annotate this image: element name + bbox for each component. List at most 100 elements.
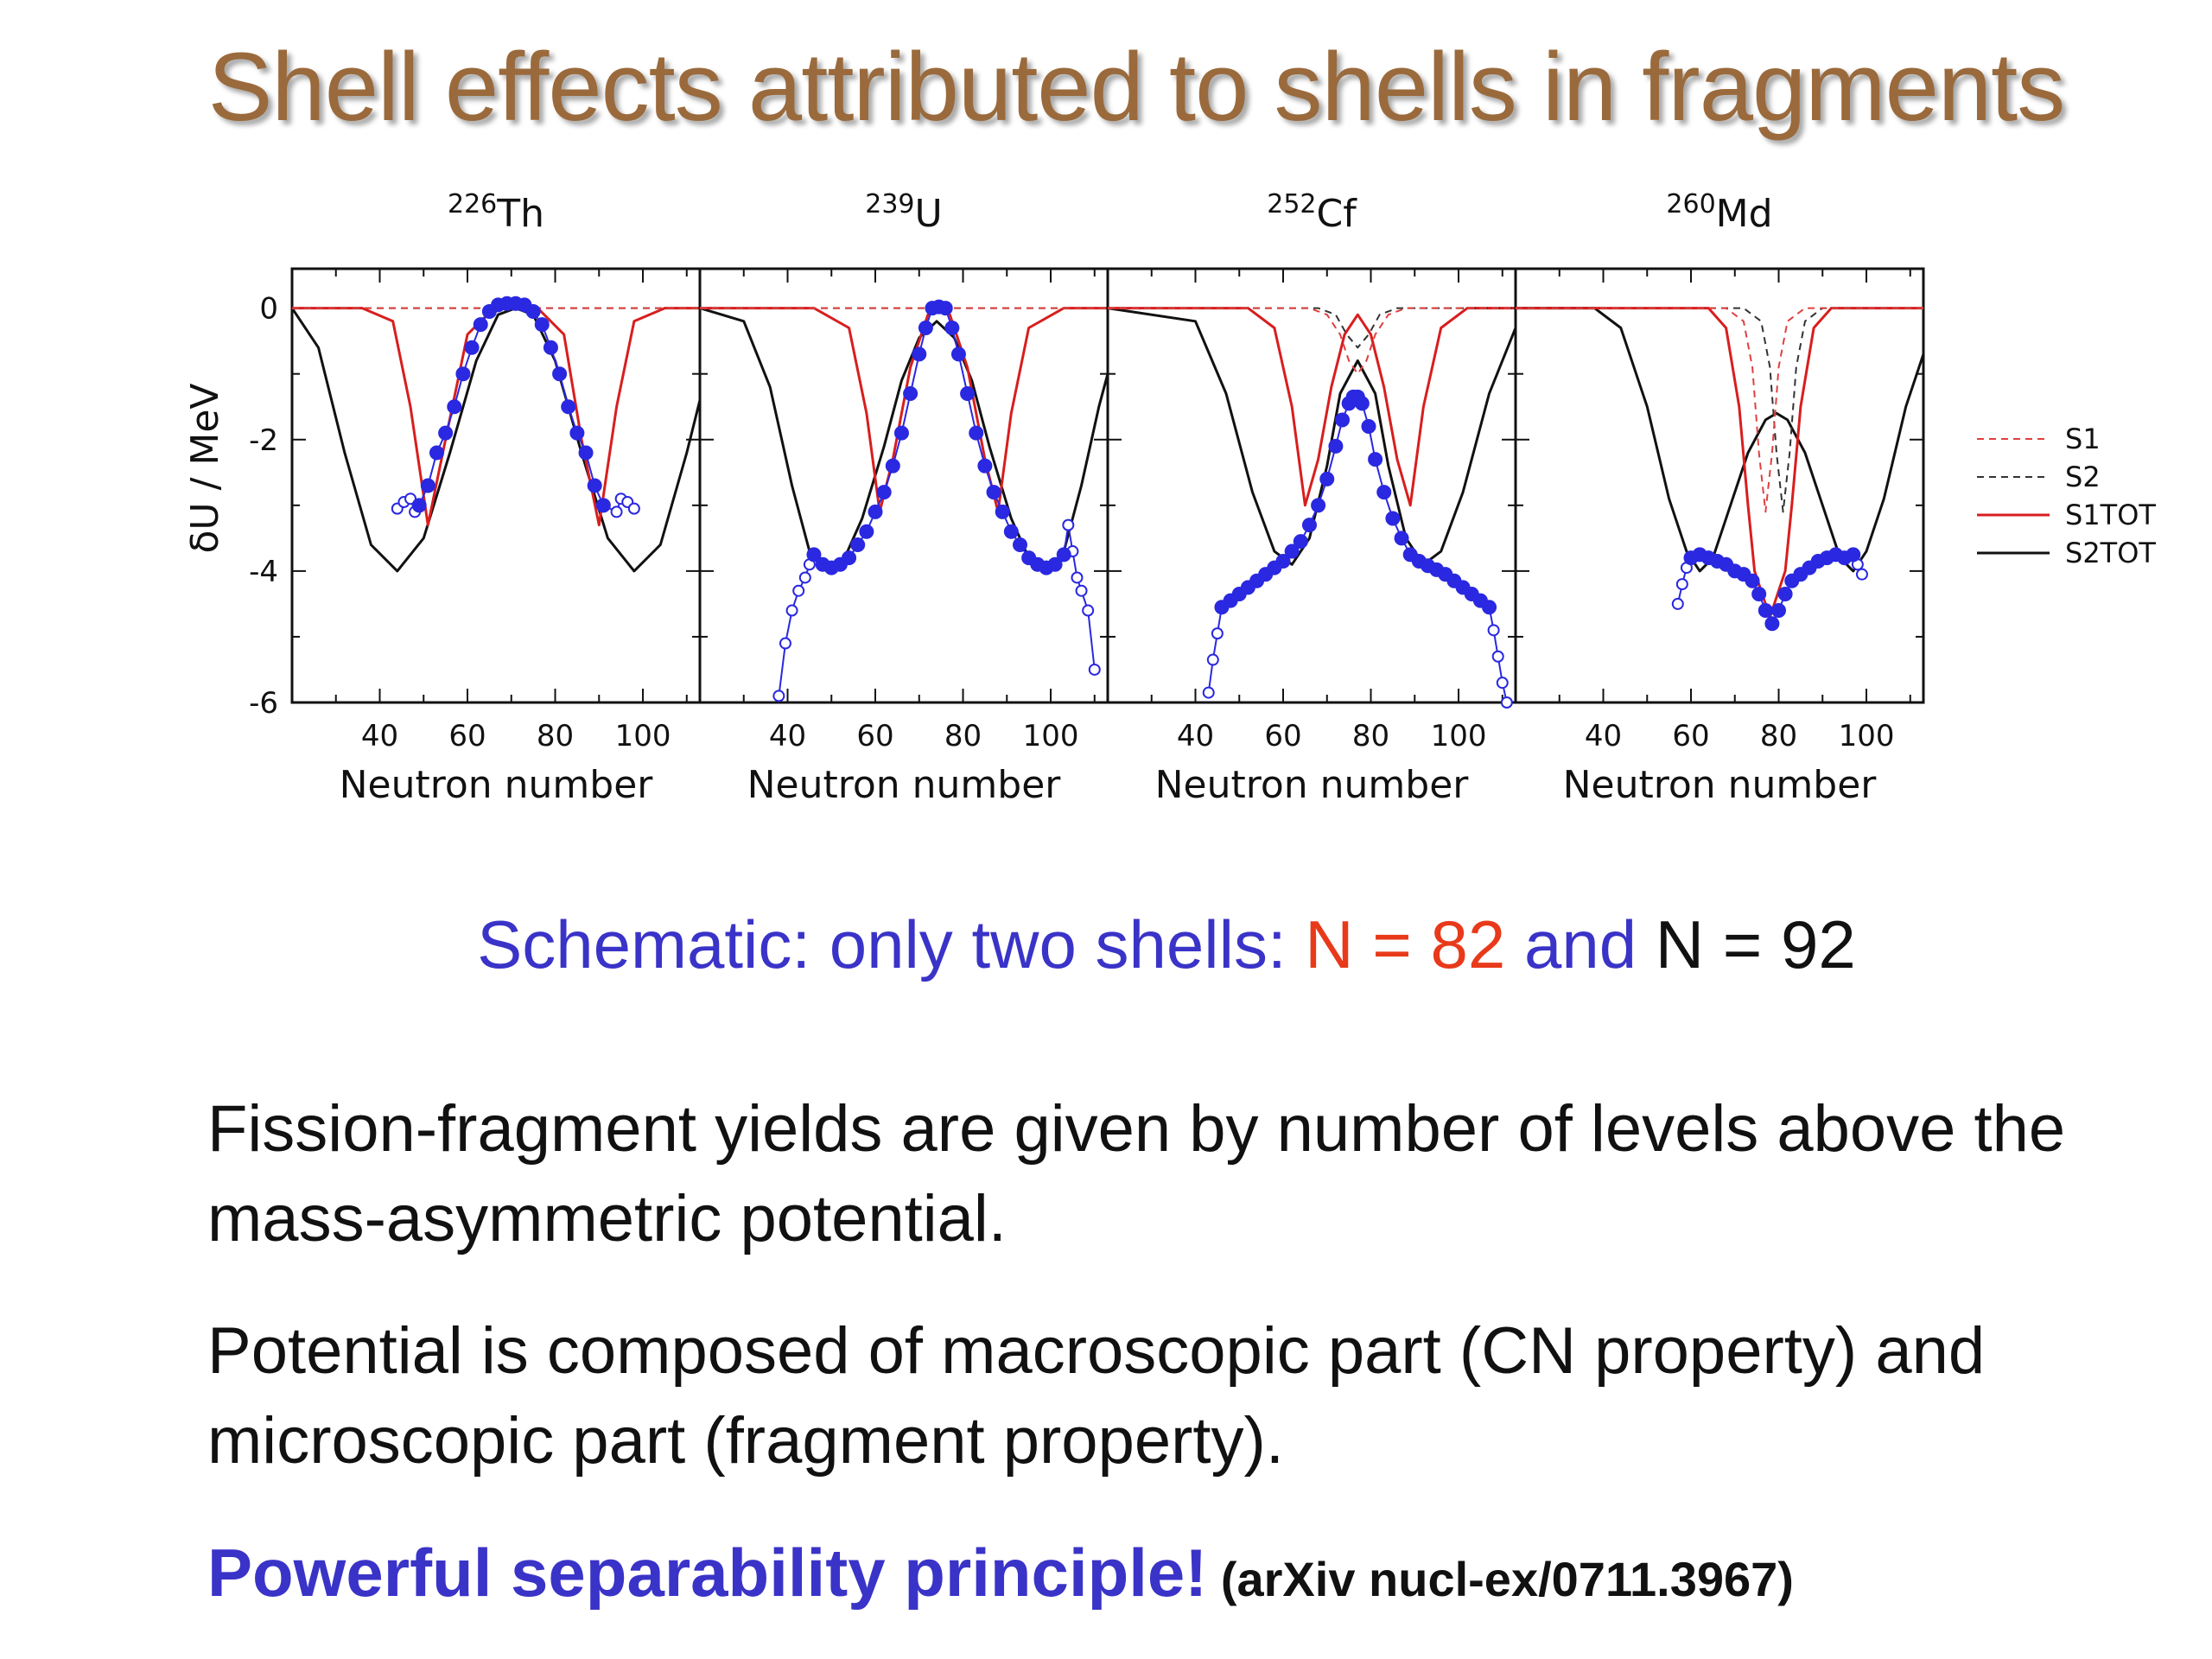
data-point-open [1062,518,1075,531]
legend: S1 S2 S1TOT S2TOT [1977,423,2156,569]
x-axis-title: Neutron number [1563,763,1878,807]
data-point-filled [1385,511,1401,526]
x-axis-title: Neutron number [747,763,1062,807]
x-axis-title: Neutron number [1155,763,1470,807]
data-point-open [1491,650,1504,663]
data-point-filled [1335,412,1351,428]
data-point-filled [552,366,568,382]
panel-title: 226Th [448,189,544,236]
data-point-filled [473,317,488,333]
data-point-open [404,493,417,505]
data-point-filled [986,485,1001,500]
data-point-filled [995,504,1010,519]
x-tick-label: 80 [1760,719,1797,753]
data-point-filled [595,498,611,513]
data-point-filled [1394,531,1409,546]
x-tick-label: 40 [1585,719,1622,753]
legend-label-s1: S1 [2065,423,2101,455]
data-point-filled [969,425,984,441]
fission-yields-paragraph: Fission-fragment yields are given by num… [207,1092,2066,1255]
panel-title-symbol: U [915,192,943,236]
series-s2 [1108,307,1516,349]
data-point-filled [1368,452,1383,467]
schematic-statement: Schematic: only two shells: N = 82 and N… [0,906,2212,984]
data-point-filled [1764,616,1780,632]
series-s1tot [1108,307,1516,507]
series-s1tot [700,307,1108,513]
schematic-n82: N = 82 [1305,906,1506,982]
data-point-filled [525,303,541,319]
data-point-open [1675,578,1688,591]
x-tick-label: 60 [1672,719,1709,753]
data-point-open [1496,677,1509,690]
data-point-open [627,502,640,515]
x-tick-label: 100 [1431,719,1487,753]
data-point-filled [806,547,822,563]
data-point-filled [960,386,976,402]
data-point-filled [411,498,427,513]
data-point-filled [1771,603,1787,619]
series-s2 [1516,307,1923,513]
slide-title: Shell effects attributed to shells in fr… [207,33,2066,141]
series-s2tot [1516,307,1925,573]
panel-title-mass: 260 [1666,189,1715,219]
data-point-filled [1745,573,1760,588]
data-point-filled [893,425,909,441]
series-s1tot [292,307,700,527]
data-point-filled [912,346,927,362]
data-point-filled [1056,547,1071,563]
data-point-open [779,637,791,650]
data-point-open [798,571,811,584]
y-axis-title: δU / MeV [183,383,227,553]
panel-frame [698,267,1109,704]
series-s2tot [290,307,702,573]
data-point-filled [918,320,933,335]
data-point-open [1211,627,1224,640]
data-point-filled [561,399,576,415]
data-point-filled [534,317,550,333]
data-point-filled [1361,419,1376,435]
panel-title-mass: 252 [1267,189,1316,219]
data-point-filled [1319,471,1335,486]
data-point-filled [1758,603,1773,619]
data-point-filled [1328,438,1344,454]
data-point-open [1202,686,1215,699]
data-point-filled [1275,553,1291,569]
data-point-open [1487,624,1500,637]
data-point-filled [977,458,993,474]
schematic-and: and [1505,906,1656,982]
panel-title-symbol: Th [496,192,544,236]
data-point-open [792,584,805,597]
panel-u: 40 60 80 100 Neutron number 239U [698,189,1109,807]
arxiv-reference: (arXiv nucl-ex/0711.3967) [1207,1552,1794,1606]
data-point-filled [938,301,953,316]
data-points-line [1207,396,1508,703]
x-tick-label: 40 [1177,719,1214,753]
legend-label-s2: S2 [2065,461,2101,493]
data-point-open [1075,584,1088,597]
panel-th: 40 60 80 100 Neutron number 226Th [290,189,702,807]
data-point-open [772,690,785,702]
data-point-filled [569,425,585,441]
data-point-open [1088,663,1101,676]
data-point-filled [1003,524,1019,539]
x-tick-label: 80 [1352,719,1389,753]
data-point-filled [455,366,471,382]
x-tick-label: 100 [1023,719,1079,753]
panel-md: 40 60 80 100 Neutron number 260Md [1514,189,1925,807]
separability-principle: Powerful separability principle! [207,1535,1208,1611]
y-tick-label: -4 [249,555,278,589]
data-point-filled [1482,600,1497,615]
panel-title: 260Md [1666,189,1772,236]
x-tick-label: 40 [361,719,398,753]
data-point-filled [429,445,444,461]
potential-paragraph: Potential is composed of macroscopic par… [207,1314,1986,1478]
y-tick-label: -2 [249,423,278,458]
data-point-filled [1751,587,1767,601]
data-point-open [785,604,798,617]
panel-cf: 40 60 80 100 Neutron number 252Cf [1106,189,1517,807]
x-tick-label: 60 [856,719,893,753]
data-point-filled [1301,518,1317,533]
data-point-open [1071,571,1084,584]
data-point-filled [578,445,594,461]
